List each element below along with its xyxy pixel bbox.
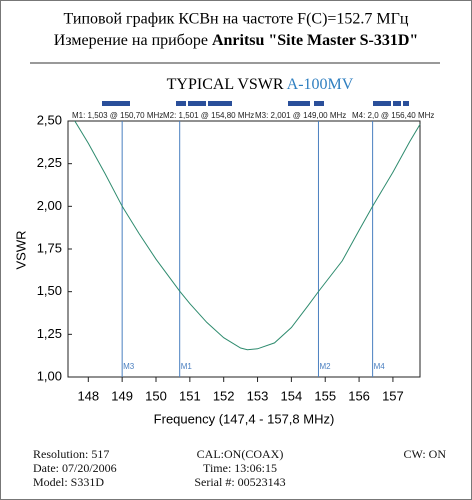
marker-name: M2	[319, 362, 331, 371]
y-axis-label: VSWR	[13, 231, 28, 270]
status-bars	[102, 101, 409, 106]
footer-text: Resolution: 517	[33, 447, 109, 461]
header-plain: Измерение на приборе	[54, 32, 208, 49]
chart-title: TYPICAL VSWR A-100MV	[167, 76, 354, 93]
y-tick-label: 2,00	[37, 198, 62, 213]
marker-name: M1	[181, 362, 193, 371]
title-model: A-100MV	[287, 76, 354, 93]
header-line1: Типовой график КСВн на частоте F(C)=152.…	[64, 11, 409, 28]
marker-readout: M3: 2,001 @ 149,00 MHz	[255, 111, 346, 120]
header-bold: Anritsu "Site Master S-331D"	[212, 32, 418, 49]
marker-readout: M4: 2,0 @ 156,40 MHz	[352, 111, 434, 120]
x-tick-label: 157	[382, 388, 404, 403]
x-axis-label: Frequency (147,4 - 157,8 MHz)	[154, 411, 335, 426]
x-tick-label: 156	[348, 388, 370, 403]
footer-text: CAL:ON(COAX)	[197, 447, 284, 461]
y-tick-label: 1,50	[37, 283, 62, 298]
footer: Resolution: 517 Date: 07/20/2006 Model: …	[33, 447, 446, 489]
marker-readout: M2: 1,501 @ 154,80 MHz	[163, 111, 254, 120]
footer-text: Time: 13:06:15	[203, 461, 277, 475]
footer-text: Model: S331D	[33, 475, 104, 489]
x-tick-label: 154	[281, 388, 303, 403]
x-tick-label: 148	[77, 388, 99, 403]
footer-text: Serial #: 00523143	[194, 475, 285, 489]
x-tick-label: 152	[213, 388, 235, 403]
vswr-curve	[74, 120, 421, 351]
y-tick-label: 1,75	[37, 240, 62, 255]
marker-name: M4	[374, 362, 386, 371]
x-tick-label: 149	[111, 388, 133, 403]
x-tick-label: 155	[314, 388, 336, 403]
x-tick-label: 153	[247, 388, 269, 403]
y-tick-label: 2,50	[37, 112, 62, 127]
footer-text: CW: ON	[403, 447, 446, 461]
y-tick-label: 1,25	[37, 326, 62, 341]
marker-readout: M1: 1,503 @ 150,70 MHz	[72, 111, 163, 120]
marker-readouts: M1: 1,503 @ 150,70 MHz M2: 1,501 @ 154,8…	[72, 111, 434, 120]
title-text: TYPICAL VSWR	[167, 76, 284, 93]
x-tick-label: 151	[179, 388, 201, 403]
y-tick-label: 2,25	[37, 155, 62, 170]
x-tick-label: 150	[145, 388, 167, 403]
header-line2: Измерение на приборе Anritsu "Site Maste…	[54, 32, 419, 49]
marker-name: M3	[123, 362, 135, 371]
y-tick-label: 1,00	[37, 368, 62, 383]
plot: 1,00 1,25 1,50 1,75 2,00 2,25 2,50 148 149 150 151…	[37, 112, 421, 403]
footer-text: Date: 07/20/2006	[33, 461, 117, 475]
